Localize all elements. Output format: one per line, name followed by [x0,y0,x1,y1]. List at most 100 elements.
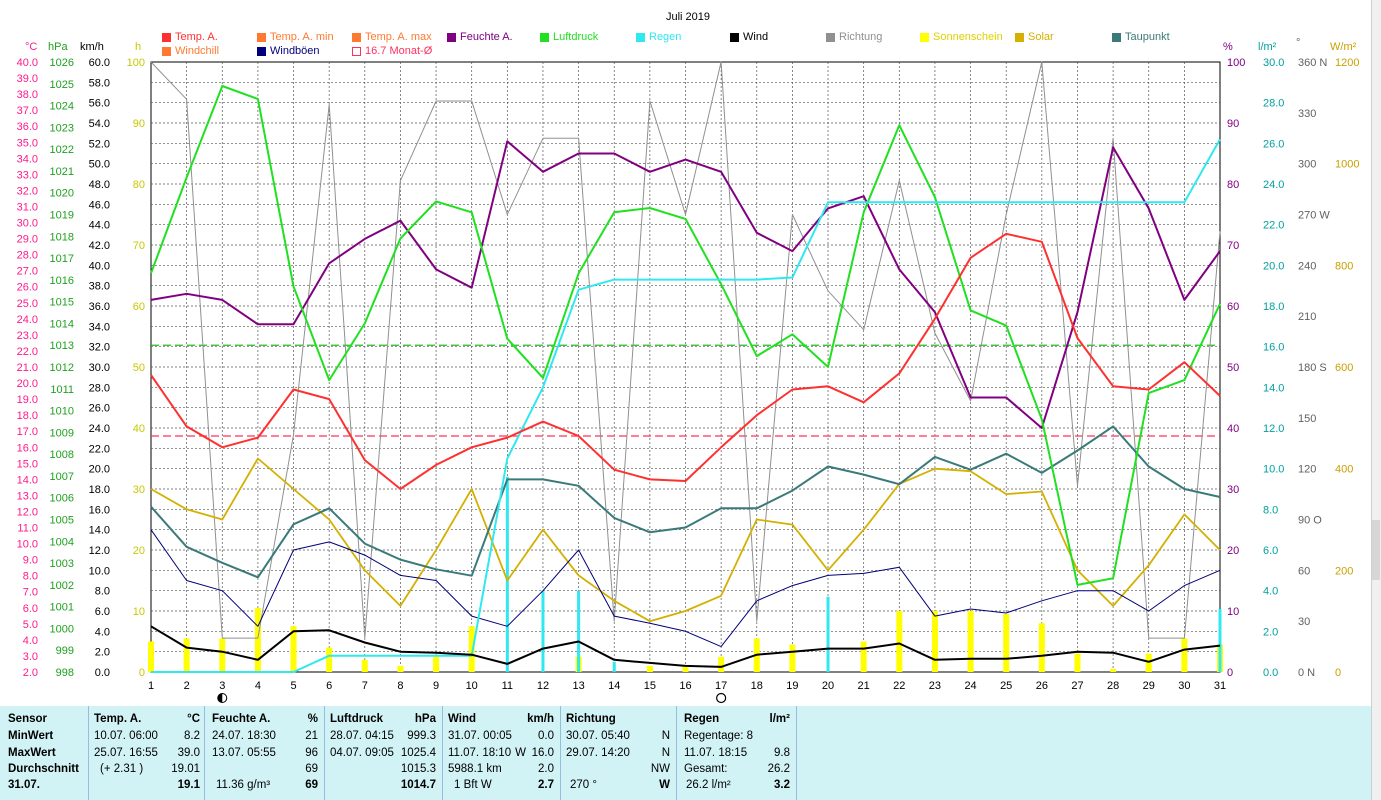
tick-label: 50 [1227,362,1239,374]
tick-label: 200 [1335,565,1353,577]
rain-daily-bars [505,476,1222,672]
tick-label: 26.0 [89,403,110,415]
legend-item: Taupunkt [1112,31,1170,43]
sunshine-bar [397,665,404,672]
tick-label: 6.0 [23,603,38,615]
humidity-min-value: 21 [305,730,318,742]
sunshine-bar [1003,614,1010,672]
sunshine-bar [183,638,190,672]
tick-label: 44.0 [89,220,110,232]
temperature-line [150,232,1221,490]
wind-axis: 60.0 58.0 56.0 54.0 52.0 50.0 48.0 46.0 44.0 42.0… [89,57,110,679]
tick-label: 58.0 [89,77,110,89]
stats-sensor-title: Sensor [8,713,47,725]
tick-label: 48.0 [89,179,110,191]
direction-today-value: W [659,779,670,791]
tick-label: 1025 [50,79,74,91]
scrollbar-thumb[interactable] [1372,520,1380,580]
tick-label: 80 [1227,179,1239,191]
rain-axis: 30.0 28.0 26.0 24.0 22.0 20.0 18.0 16.0 14.0 12.0… [1263,57,1284,679]
tick-label: 14.0 [89,525,110,537]
tick-label: 31.0 [17,201,38,213]
tick-label: 600 [1335,362,1353,374]
pressure-max-value: 1025.4 [400,747,436,759]
vertical-scrollbar[interactable] [1371,0,1381,800]
legend-label: Richtung [839,31,883,43]
tick-label: 150 [1298,413,1316,425]
tick-label: 400 [1335,464,1353,476]
tick-label: 12.0 [89,545,110,557]
legend-item: Luftdruck [540,31,598,43]
tick-label: 54.0 [89,118,110,130]
tick-label: 0 [1335,667,1341,679]
tick-label: 1008 [50,449,74,461]
tick-label: 18.0 [89,484,110,496]
legend-swatch [1112,32,1121,42]
tick-label: 1007 [50,471,74,483]
tick-label: 60 [1227,301,1239,313]
tick-label: 1018 [50,231,74,243]
sunshine-bar [1181,638,1188,672]
tick-label: 32.0 [17,185,38,197]
pressure-today-value: 1014.7 [400,779,436,791]
tick-label: 12.0 [1263,423,1284,435]
tick-label: 330 [1298,108,1316,120]
tick-label: 1003 [50,558,74,570]
new-moon-shade [217,693,223,703]
tick-label: 1006 [50,493,74,505]
temp-max-time: 25.07. 16:55 [94,747,158,759]
day-label: 19 [786,680,798,692]
day-label: 23 [929,680,941,692]
direction-max-time: 29.07. 14:20 [566,747,630,759]
day-label: 25 [1000,680,1012,692]
wind-avg-note: 5988.1 km [448,763,502,775]
tick-label: 210 [1298,311,1316,323]
tick-label: 40 [1227,423,1239,435]
tick-label: 1000 [50,623,74,635]
tick-label: 52.0 [89,138,110,150]
tick-label: 1004 [50,536,74,548]
tick-label: 24.0 [17,314,38,326]
temp-avg-note: (+ 2.31 ) [100,763,144,775]
tick-label: 1011 [50,384,74,396]
day-axis: 1 2 3 4 5 6 7 8 9 10 11 12 13 14 15 16 17 18 19 20 21 22 23 24 2… [148,680,1226,692]
legend-item: Feuchte A. [447,31,513,43]
row-label-max: MaxWert [8,747,56,759]
tick-label: 1002 [50,580,74,592]
tick-label: 30 [1227,484,1239,496]
tick-label: 1013 [50,340,74,352]
sunshine-bar [682,665,689,672]
tick-label: 60.0 [89,57,110,69]
tick-label: 10.0 [17,539,38,551]
wind-min-value: 0.0 [538,730,554,742]
legend-swatch [352,46,361,56]
legend-swatch [257,46,266,56]
legend-label: Solar [1028,31,1054,43]
wind-avg-value: 2.0 [538,763,554,775]
row-label-today: 31.07. [8,779,40,791]
stats-rain-title: Regen [684,713,720,725]
day-label: 13 [572,680,584,692]
tick-label: 37.0 [17,105,38,117]
rain-daily-bar [612,661,616,672]
tick-label: 39.0 [17,73,38,85]
tick-label: 2.0 [95,647,110,659]
humidity-min-time: 24.07. 18:30 [212,730,276,742]
tick-label: 40 [133,423,145,435]
rain-max-time: 11.07. 18:15 [684,747,748,759]
temp-min-value: 8.2 [184,730,200,742]
tick-label: 999 [56,645,74,657]
day-label: 10 [466,680,478,692]
tick-label: 50 [133,362,145,374]
legend-label: Taupunkt [1125,31,1170,43]
day-label: 28 [1107,680,1119,692]
stats-humidity-unit: % [307,713,318,725]
legend-item: Wind [730,31,768,43]
legend-label: Windböen [270,45,320,57]
tick-label: 5.0 [23,619,38,631]
rain-daily-bar [505,476,509,672]
tick-label: 70 [133,240,145,252]
legend-swatch [447,32,456,42]
legend-swatch [1015,32,1024,42]
